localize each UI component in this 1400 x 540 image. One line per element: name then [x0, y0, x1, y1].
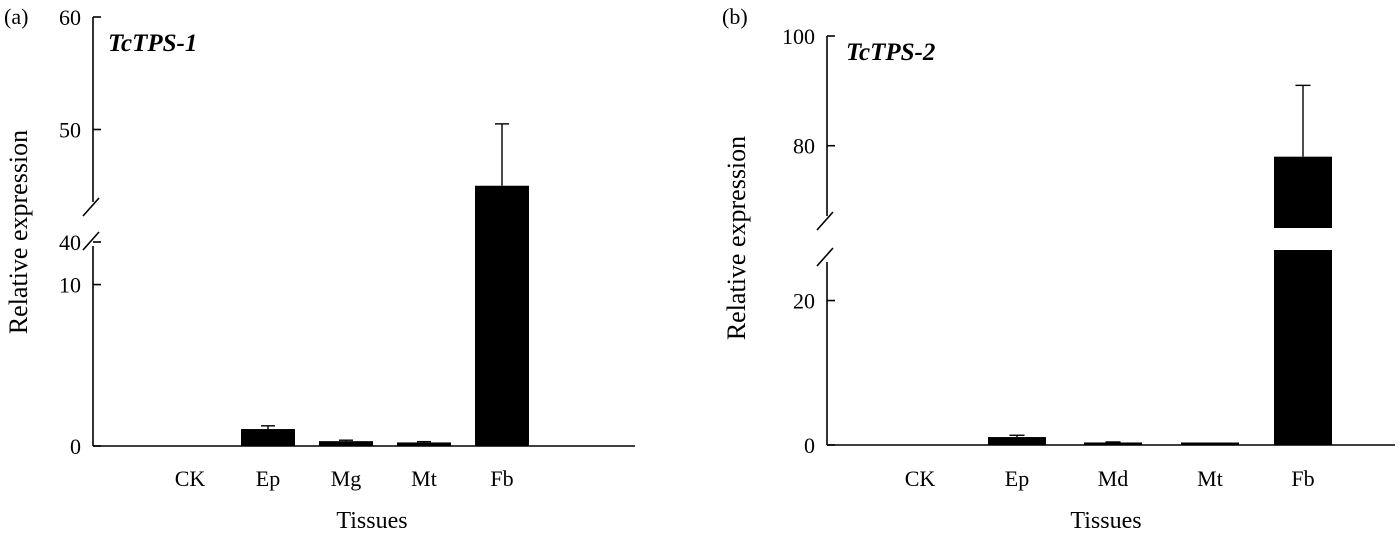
bar-fb-upper-b	[1274, 156, 1332, 228]
panel-a: (a) TcTPS-1 Relative expression Tissues …	[4, 4, 635, 534]
error-bar-mg-a	[338, 439, 354, 442]
bar-fb-lower-a	[475, 220, 529, 446]
y-tick-label-40-a: 40	[59, 230, 81, 255]
y-axis-label-a: Relative expression	[4, 130, 33, 334]
panel-b: (b) TcTPS-2 Relative expression Tissues …	[722, 4, 1395, 534]
bars-b	[988, 156, 1332, 445]
category-label-ep-a: Ep	[256, 466, 280, 491]
bars-a	[241, 185, 529, 446]
category-label-ck-a: CK	[175, 466, 206, 491]
tick-labels-b: 0 20 80 100	[782, 24, 815, 458]
bar-fb-upper-a	[475, 185, 529, 242]
y-tick-label-0-b: 0	[804, 433, 815, 458]
y-axis-label-b: Relative expression	[722, 136, 751, 340]
axes-a	[82, 16, 635, 447]
chart-title-b: TcTPS-2	[846, 39, 935, 66]
chart-title-a: TcTPS-1	[108, 30, 197, 57]
category-label-mt-a: Mt	[411, 466, 437, 491]
error-bar-mt-a	[416, 440, 432, 443]
error-bar-fb-a	[494, 123, 510, 186]
error-bars-b	[1009, 84, 1311, 444]
error-bars-a	[260, 123, 510, 443]
bar-ep-b	[988, 437, 1046, 445]
bar-fb-lower-b	[1274, 250, 1332, 445]
y-tick-label-0-a: 0	[70, 434, 81, 459]
panel-label-a: (a)	[4, 4, 28, 29]
y-tick-label-20-b: 20	[793, 289, 815, 314]
y-tick-label-50-a: 50	[59, 118, 81, 143]
y-tick-label-10-a: 10	[59, 273, 81, 298]
axes-b	[816, 35, 1395, 446]
y-tick-label-80-b: 80	[793, 134, 815, 159]
category-label-fb-b: Fb	[1291, 466, 1314, 491]
error-bar-ep-b	[1009, 434, 1025, 438]
error-bar-ep-a	[260, 425, 276, 430]
category-label-mg-a: Mg	[331, 466, 362, 491]
bar-mt-a	[397, 442, 451, 446]
y-tick-label-100-b: 100	[782, 24, 815, 49]
category-label-ep-b: Ep	[1005, 466, 1029, 491]
category-label-mt-b: Mt	[1197, 466, 1223, 491]
error-bar-md-b	[1105, 441, 1121, 443]
y-tick-label-60-a: 60	[59, 5, 81, 30]
x-axis-label-a: Tissues	[336, 508, 407, 534]
error-bar-fb-b	[1295, 84, 1311, 157]
category-label-md-b: Md	[1098, 466, 1129, 491]
category-label-ck-b: CK	[905, 466, 936, 491]
category-label-fb-a: Fb	[490, 466, 513, 491]
bar-ep-a	[241, 429, 295, 446]
category-labels-a: CK Ep Mg Mt Fb	[175, 466, 514, 491]
x-axis-label-b: Tissues	[1070, 508, 1141, 534]
bar-mg-a	[319, 441, 373, 446]
bar-md-b	[1084, 442, 1142, 445]
tick-labels-a: 0 10 40 50 60	[59, 5, 81, 459]
category-labels-b: CK Ep Md Mt Fb	[905, 466, 1315, 491]
panel-label-b: (b)	[722, 4, 748, 29]
